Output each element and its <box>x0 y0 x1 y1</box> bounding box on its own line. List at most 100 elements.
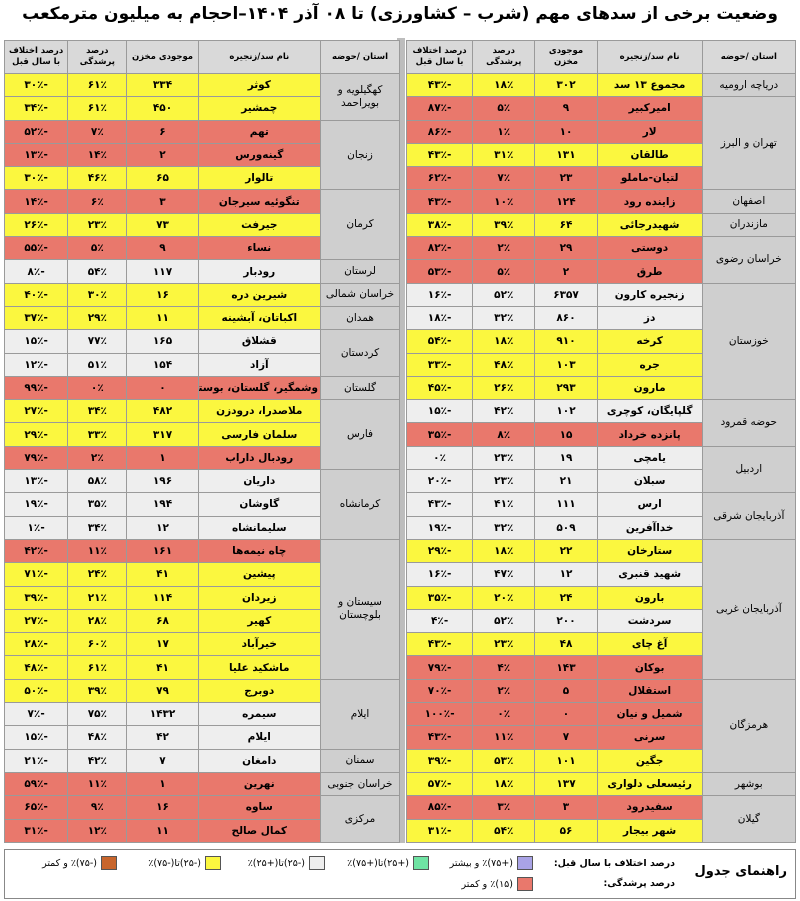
fill-cell: ۲٪ <box>472 236 536 261</box>
legend-swatch <box>101 856 117 870</box>
volume-cell: ۱۵۴ <box>126 352 199 377</box>
dam-row: هرمزگان استقلال ۵ ۲٪ -۷۰٪ <box>405 678 797 773</box>
change-cell: -۴۳٪ <box>405 632 474 657</box>
fill-cell: ۳٪ <box>472 795 536 820</box>
title: وضعیت برخی از سدهای مهم (شرب – کشاورزی) … <box>22 4 778 24</box>
dam-row: آذربایجان شرقی ارس ۱۱۱ ۴۱٪ -۴۳٪ <box>405 492 797 540</box>
volume-cell: ۱۴۳۲ <box>126 702 199 727</box>
change-cell: -۵۳٪ <box>405 259 474 284</box>
volume-cell: ۴۵۰ <box>126 96 199 121</box>
province-cell: کرمان <box>320 189 400 261</box>
volume-cell: ۱ <box>126 771 199 797</box>
province-cell: لرستان <box>320 259 400 284</box>
change-cell: -۳۰٪ <box>3 166 69 191</box>
province-cell: هرمزگان <box>701 678 797 773</box>
province-cell: حوضه قمرود <box>701 399 797 447</box>
name-cell: کمال صالح <box>197 818 322 843</box>
fill-cell: ۵۸٪ <box>67 469 128 494</box>
province-cell: خوزستان <box>701 282 797 401</box>
change-cell: -۴۸٪ <box>3 655 69 680</box>
change-cell: -۳۹٪ <box>405 748 474 773</box>
name-cell: شمیل و نیان <box>596 702 703 727</box>
fill-cell: ۰٪ <box>472 702 536 727</box>
dam-row: خیرآباد ۱۷ ۶۰٪ -۲۸٪ <box>3 632 400 657</box>
dam-row: زنجان تهم ۶ ۷٪ -۵۲٪ <box>3 119 400 191</box>
name-cell: قشلاق <box>197 329 322 354</box>
name-cell: ماشکید علیا <box>197 655 322 680</box>
fill-cell: ۵۴٪ <box>67 259 128 284</box>
fill-cell: ۲٪ <box>472 678 536 704</box>
change-cell: -۳۵٪ <box>405 422 474 447</box>
dam-row: طالقان ۱۳۱ ۳۱٪ -۴۳٪ <box>405 142 796 168</box>
name-cell: ساوه <box>197 795 322 820</box>
legend-item: (+۲۵)تا(+۷۵)٪ <box>347 856 429 870</box>
name-cell: کهیر <box>197 608 322 634</box>
volume-cell: ۱۵ <box>534 422 598 447</box>
volume-cell: ۲۹۳ <box>534 375 598 401</box>
volume-cell: ۱۹۴ <box>126 492 199 517</box>
volume-cell: ۱۰۲ <box>534 399 598 424</box>
dam-row: آذربایجان غربی ستارخان ۲۲ ۱۸٪ -۲۹٪ <box>405 538 797 680</box>
fill-cell: ۳۴٪ <box>67 515 128 540</box>
volume-cell: ۱۲ <box>126 515 199 540</box>
change-cell: -۵۷٪ <box>405 771 474 797</box>
province-cell: کهگیلویه و بویراحمد <box>320 73 400 121</box>
volume-cell: ۱۱۴ <box>126 585 199 610</box>
fill-cell: ۶۰٪ <box>67 632 128 657</box>
dam-row: سیستان و بلوچستان چاه نیمه‌ها ۱۶۱ ۱۱٪ -۴۲٪ <box>3 538 400 680</box>
dam-row: مازندران شهیدرجائی ۶۴ ۳۹٪ -۳۸٪ <box>405 212 797 238</box>
fill-cell: ۴۷٪ <box>472 562 536 587</box>
dam-row: تالوار ۶۵ ۴۶٪ -۳۰٪ <box>3 166 400 191</box>
name-cell: طرق <box>596 259 703 284</box>
dam-row: خراسان شمالی شیرین دره ۱۶ ۳۰٪ -۴۰٪ <box>3 282 400 307</box>
change-cell: -۱۴٪ <box>3 189 69 214</box>
change-cell: -۲۶٪ <box>3 212 69 238</box>
volume-cell: ۵۶ <box>534 818 598 843</box>
legend-swatch <box>517 877 533 891</box>
name-cell: بوکان <box>596 655 703 680</box>
dam-row: حوضه قمرود گلپایگان، کوچری ۱۰۲ ۴۲٪ -۱۵٪ <box>405 399 797 447</box>
volume-cell: ۱۶۱ <box>126 538 199 564</box>
change-cell: -۴۳٪ <box>405 725 474 750</box>
name-cell: خیرآباد <box>197 632 322 657</box>
name-cell: بارون <box>596 585 703 610</box>
change-cell: -۱۳٪ <box>3 469 69 494</box>
legend-item: (-۲۵)تا(-۷۵)٪ <box>148 856 221 870</box>
change-cell: -۲۰٪ <box>405 469 474 494</box>
legend-text: (-۷۵)٪ و کمتر <box>42 857 97 869</box>
fill-cell: ۲۴٪ <box>67 562 128 587</box>
volume-cell: ۱۲۴ <box>534 189 598 214</box>
fill-cell: ۱۸٪ <box>472 538 536 564</box>
dam-row: طرق ۲ ۵٪ -۵۳٪ <box>405 259 796 284</box>
name-cell: استقلال <box>596 678 703 704</box>
change-cell: -۱۳٪ <box>3 142 69 168</box>
name-cell: یامچی <box>596 445 703 471</box>
province-cell: مرکزی <box>320 795 400 843</box>
province-cell: کرمانشاه <box>320 469 400 540</box>
dam-row: مرکزی ساوه ۱۶ ۹٪ -۶۵٪ <box>3 795 400 843</box>
legend-text: (۱۵)٪ و کمتر <box>461 878 514 890</box>
fill-cell: ۲۹٪ <box>67 305 128 331</box>
volume-cell: ۹۱۰ <box>534 329 598 354</box>
volume-cell: ۳۰۲ <box>534 72 598 98</box>
fill-cell: ۵۲٪ <box>472 608 536 634</box>
name-cell: کرخه <box>596 329 703 354</box>
fill-cell: ۵۱٪ <box>67 352 128 377</box>
change-cell: -۴۲٪ <box>3 538 69 564</box>
volume-cell: ۲ <box>126 142 199 168</box>
change-cell: -۷۹٪ <box>3 445 69 471</box>
change-cell: -۴۳٪ <box>405 72 474 98</box>
province-cell: خراسان رضوی <box>701 236 797 284</box>
province-cell: دریاچه ارومیه <box>701 72 797 98</box>
dam-row: کرمانشاه داریان ۱۹۶ ۵۸٪ -۱۳٪ <box>3 469 400 540</box>
change-cell: -۷٪ <box>3 702 69 727</box>
change-cell: -۴۵٪ <box>405 375 474 401</box>
dam-row: جگین ۱۰۱ ۵۳٪ -۳۹٪ <box>405 748 796 773</box>
dam-row: شهید قنبری ۱۲ ۴۷٪ -۱۶٪ <box>405 562 796 587</box>
change-cell: -۹۹٪ <box>3 375 69 401</box>
dam-row: ایلام دوبرج ۷۹ ۳۹٪ -۵۰٪ <box>3 678 400 750</box>
change-cell: -۷۰٪ <box>405 678 474 704</box>
fill-cell: ۲۶٪ <box>472 375 536 401</box>
change-cell: -۳۰٪ <box>3 72 69 98</box>
change-cell: -۶۵٪ <box>3 795 69 820</box>
